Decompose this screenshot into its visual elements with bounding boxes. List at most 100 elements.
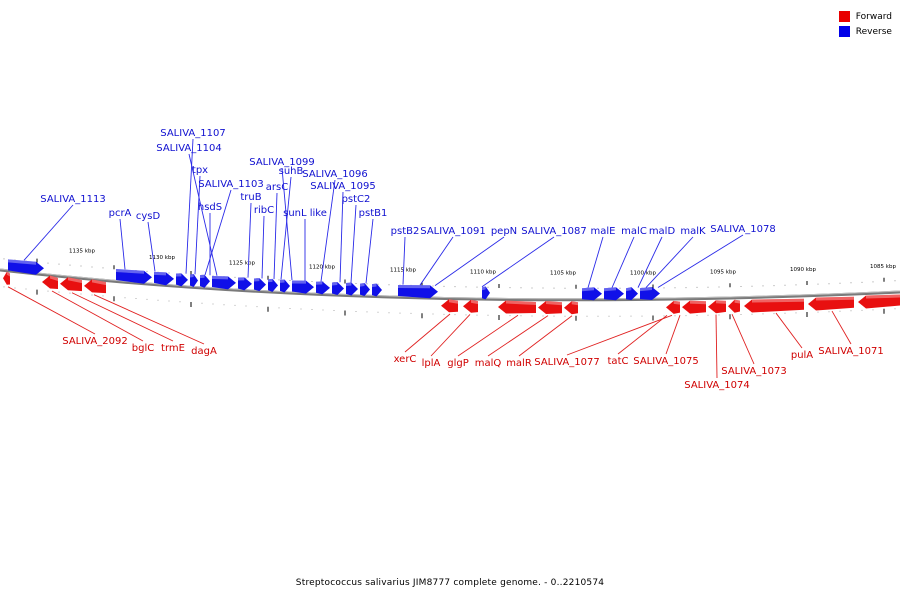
reverse-gene-arrow-body (190, 274, 198, 288)
reverse-gene-arrow-highlight (482, 286, 486, 291)
reverse-gene-label: arsC (266, 182, 288, 193)
forward-gene-arrow-highlight (752, 298, 804, 303)
reverse-gene-label: pepN (491, 226, 517, 237)
forward-gene-arrow (564, 301, 578, 315)
legend-swatch-forward (838, 11, 850, 22)
reverse-gene-arrow-highlight (254, 278, 260, 282)
forward-gene-arrow (538, 301, 562, 315)
reverse-gene-arrow (346, 282, 358, 296)
reverse-gene-leader (188, 153, 218, 276)
reverse-gene-arrow-body (316, 281, 330, 295)
reverse-gene-arrow (268, 278, 278, 292)
reverse-gene-leader (185, 138, 194, 274)
reverse-gene-leader (339, 191, 344, 283)
reverse-gene-arrow-body (8, 259, 44, 275)
reverse-gene-arrow-highlight (190, 274, 194, 278)
reverse-gene-leader (611, 236, 635, 288)
forward-gene-arrow (666, 300, 680, 314)
reverse-gene-label: ribC (254, 205, 274, 216)
reverse-gene-leader (247, 202, 252, 278)
reverse-gene-label: malC (621, 226, 647, 237)
forward-gene-arrow (744, 298, 804, 313)
scale-label: 1095 kbp (710, 269, 736, 275)
reverse-gene-label: malK (680, 226, 706, 237)
reverse-gene-arrow-body (360, 283, 370, 297)
reverse-gene-arrow-body (268, 278, 278, 292)
forward-gene-label: malQ (475, 358, 502, 369)
forward-gene-arrow-highlight (6, 271, 10, 277)
forward-gene-leader (430, 314, 471, 357)
reverse-gene-leader (419, 236, 454, 286)
forward-gene-arrow-body (808, 296, 854, 311)
reverse-gene-arrow (116, 268, 152, 284)
forward-gene-label: trmE (161, 343, 185, 354)
forward-gene-arrow-body (682, 300, 706, 314)
legend: Forward Reverse (838, 9, 892, 39)
forward-gene-arrow-body (858, 294, 900, 309)
forward-gene-arrow (441, 299, 458, 313)
reverse-gene-label: SALIVA_1103 (198, 179, 263, 190)
forward-gene-arrow (858, 294, 900, 309)
scale-label: 1130 kbp (149, 255, 175, 261)
reverse-gene-label: pstB2 (391, 226, 420, 237)
forward-gene-arrow-highlight (690, 300, 706, 305)
forward-gene-label: pulA (791, 350, 813, 361)
forward-gene-arrow-body (538, 301, 562, 315)
forward-gene-arrow-highlight (673, 300, 680, 305)
forward-gene-label: bglC (132, 343, 154, 354)
reverse-gene-arrow (154, 271, 174, 286)
reverse-gene-arrow-body (372, 283, 382, 297)
reverse-gene-label: cysD (136, 211, 161, 222)
reverse-gene-arrow (254, 278, 266, 292)
gene-labels: SALIVA_1113 pcrA cysD SALIVA_1107 SALIVA_110… (7, 128, 884, 391)
reverse-gene-label: SALIVA_1107 (160, 128, 225, 139)
reverse-gene-arrow-highlight (268, 278, 273, 283)
reverse-gene-arrow-highlight (238, 277, 245, 281)
forward-gene-arrow-body (744, 298, 804, 313)
forward-gene-arrow (728, 299, 740, 313)
scale-label: 1120 kbp (309, 264, 335, 270)
reverse-gene-leader (320, 179, 336, 282)
reverse-gene-label: sunL like (283, 208, 327, 219)
reverse-gene-leader (434, 236, 505, 286)
forward-gene-label: dagA (191, 346, 217, 357)
forward-gene-leader (665, 315, 681, 355)
reverse-gene-label: malE (591, 226, 616, 237)
gene-arrows (3, 259, 900, 315)
reverse-gene-arrow (200, 274, 210, 288)
forward-gene-arrow-highlight (506, 300, 536, 306)
reverse-gene-arrow-body (154, 271, 174, 286)
legend-swatch-reverse (838, 26, 850, 37)
reverse-gene-arrow (372, 283, 382, 297)
forward-gene-label: SALIVA_1073 (721, 366, 786, 377)
reverse-gene-arrow (8, 259, 44, 275)
reverse-gene-label: SALIVA_1078 (710, 224, 775, 235)
forward-gene-leader (71, 292, 174, 342)
forward-gene-arrow (808, 296, 854, 311)
reverse-gene-leader (587, 236, 604, 288)
reverse-gene-arrow-body (626, 287, 638, 301)
reverse-gene-arrow-highlight (346, 282, 352, 287)
reverse-gene-leader (350, 204, 357, 283)
reverse-gene-leader (481, 236, 555, 288)
forward-gene-arrow-highlight (571, 301, 578, 306)
forward-gene-arrow-highlight (471, 299, 478, 305)
reverse-gene-label: tpx (192, 165, 208, 176)
forward-gene-leader (566, 314, 673, 356)
reverse-gene-label: SALIVA_1104 (156, 143, 221, 154)
reverse-gene-leader (194, 175, 201, 275)
forward-gene-arrow-body (708, 300, 726, 314)
reverse-gene-arrow (640, 286, 660, 300)
reverse-gene-label: pstB1 (359, 208, 388, 219)
reverse-gene-arrow (280, 279, 290, 293)
forward-gene-arrow-body (666, 300, 680, 314)
reverse-gene-arrow-highlight (640, 286, 652, 292)
forward-gene-label: SALIVA_1071 (818, 346, 883, 357)
reverse-gene-arrow-body (238, 277, 252, 291)
reverse-gene-arrow-body (398, 285, 438, 299)
reverse-gene-arrow (582, 287, 602, 301)
forward-gene-arrow-highlight (816, 296, 854, 301)
reverse-gene-arrow-highlight (280, 279, 285, 283)
scale-label: 1100 kbp (630, 271, 656, 277)
legend-item-reverse: Reverse (838, 24, 892, 39)
